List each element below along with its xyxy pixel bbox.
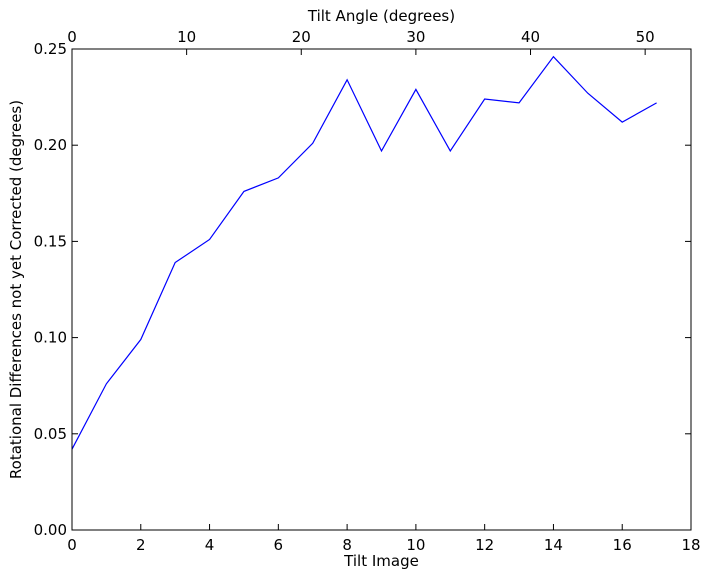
x-tick-label: 4 bbox=[205, 536, 215, 554]
top-x-axis-title: Tilt Angle (degrees) bbox=[307, 7, 455, 25]
y-tick-label: 0.05 bbox=[34, 425, 67, 443]
top-x-tick-label: 10 bbox=[177, 28, 196, 46]
top-x-tick-label: 20 bbox=[292, 28, 311, 46]
y-axis-title: Rotational Differences not yet Corrected… bbox=[7, 100, 25, 479]
x-tick-label: 2 bbox=[136, 536, 146, 554]
x-axis-title: Tilt Image bbox=[343, 552, 419, 570]
top-x-tick-label: 30 bbox=[406, 28, 425, 46]
plot-area bbox=[72, 49, 691, 530]
y-tick-label: 0.20 bbox=[34, 136, 67, 154]
y-tick-label: 0.00 bbox=[34, 521, 67, 539]
y-tick-label: 0.10 bbox=[34, 329, 67, 347]
x-tick-label: 6 bbox=[274, 536, 284, 554]
y-tick-label: 0.25 bbox=[34, 40, 67, 58]
y-tick-label: 0.15 bbox=[34, 232, 67, 250]
top-x-tick-label: 0 bbox=[67, 28, 77, 46]
x-tick-label: 14 bbox=[544, 536, 563, 554]
x-tick-label: 12 bbox=[475, 536, 494, 554]
top-x-tick-label: 50 bbox=[636, 28, 655, 46]
x-tick-label: 18 bbox=[681, 536, 700, 554]
top-x-tick-label: 40 bbox=[521, 28, 540, 46]
x-tick-label: 0 bbox=[67, 536, 77, 554]
x-tick-label: 16 bbox=[613, 536, 632, 554]
